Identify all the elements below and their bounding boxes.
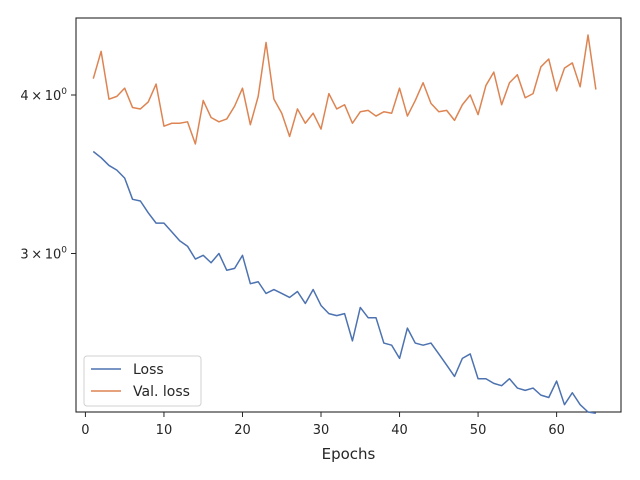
y-tick-label: 4 × 100 — [20, 87, 67, 104]
legend-label-val-loss: Val. loss — [133, 384, 190, 400]
series-line-val-loss — [92, 34, 597, 145]
y-tick-label: 3 × 100 — [20, 246, 67, 263]
x-tick-label: 30 — [313, 423, 330, 438]
y-tick-label-base: 3 × 10 — [20, 248, 61, 263]
x-tick-label: 20 — [234, 423, 251, 438]
plot-area — [75, 17, 622, 413]
legend: Loss Val. loss — [83, 355, 202, 407]
x-tick-label: 50 — [470, 423, 487, 438]
y-tick-label-base: 4 × 10 — [20, 89, 61, 104]
series-layer — [92, 34, 597, 414]
x-tick-label: 0 — [81, 423, 89, 438]
y-tick-label-exponent: 0 — [61, 246, 67, 256]
x-tick-label: 60 — [548, 423, 565, 438]
x-tick-label: 40 — [391, 423, 408, 438]
series-line-loss — [92, 150, 596, 414]
x-tick-label: 10 — [156, 423, 173, 438]
legend-label-loss: Loss — [133, 362, 164, 378]
y-tick-label-exponent: 0 — [61, 87, 67, 97]
x-axis-label: Epochs — [322, 445, 376, 463]
x-axis-ticks: 0 10 20 30 40 50 60 — [81, 412, 565, 438]
